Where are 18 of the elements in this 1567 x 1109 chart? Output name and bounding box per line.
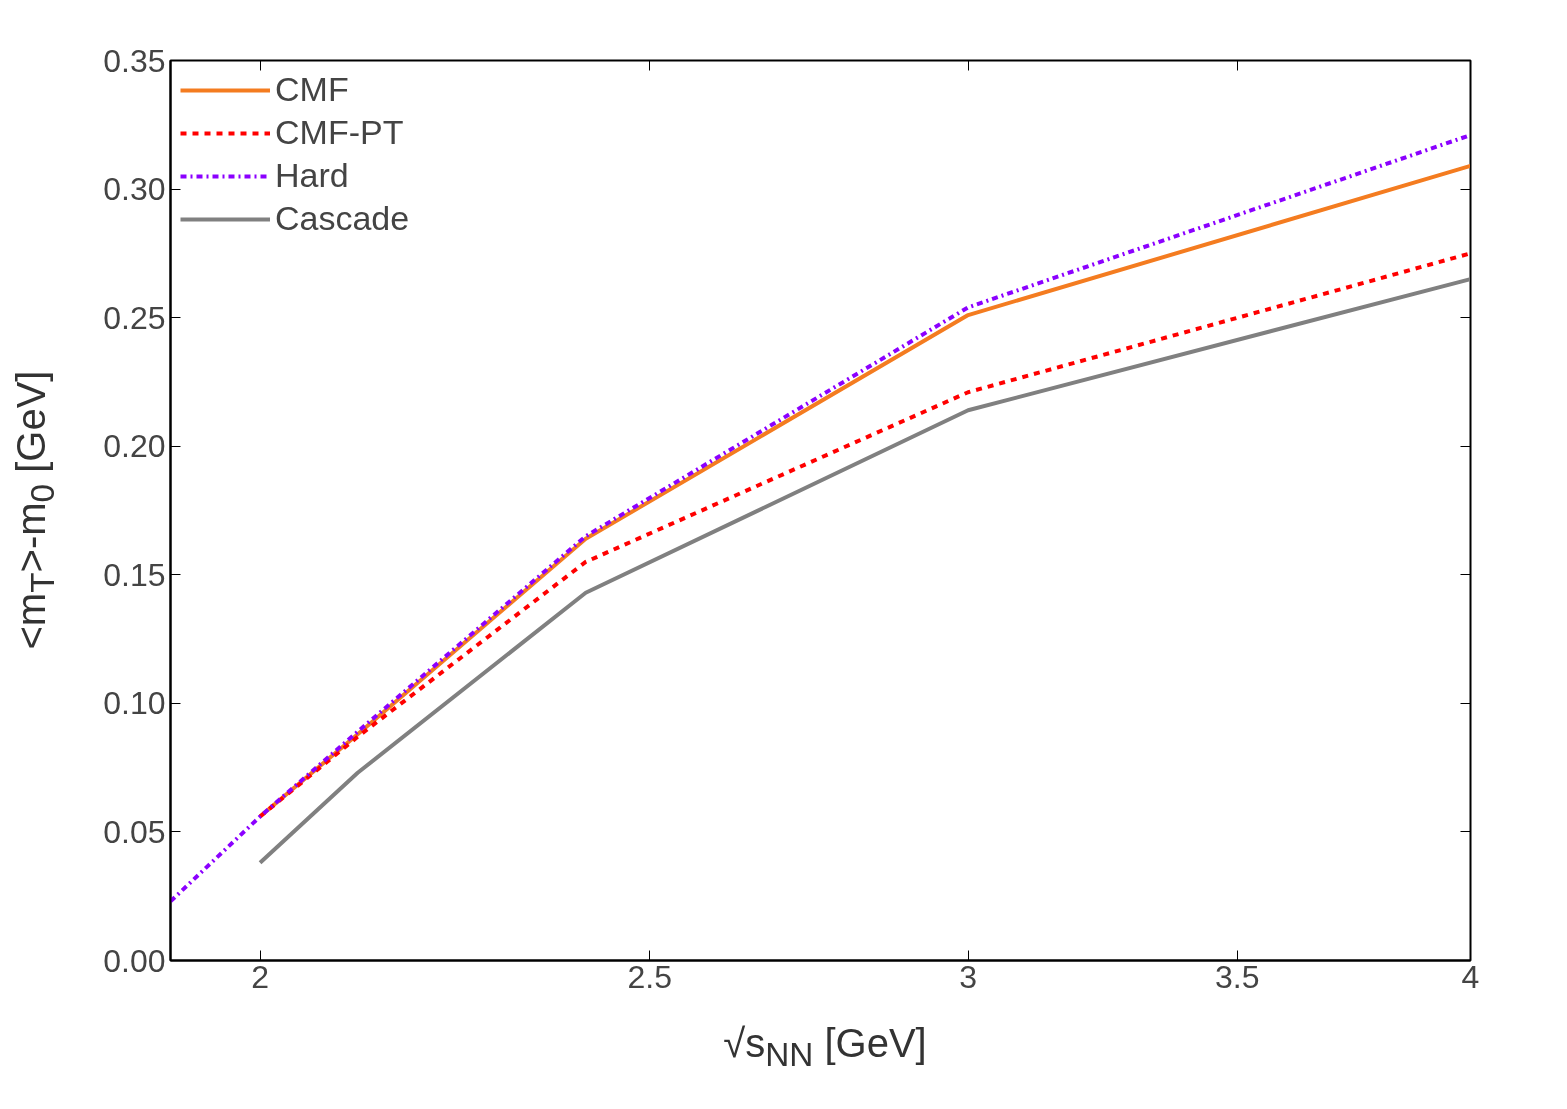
y-tick-label: 0.30 [103, 171, 166, 208]
y-tick-label: 0.25 [103, 299, 166, 336]
legend-label: Hard [275, 156, 349, 195]
y-tick-label: 0.05 [103, 813, 166, 850]
y-tick-label: 0.35 [103, 42, 166, 79]
x-tick-label: 2 [251, 958, 269, 995]
y-tick-label: 0.20 [103, 428, 166, 465]
x-tick-label: 3 [959, 958, 978, 995]
x-axis-title: √s$_{NN}$ [GeV] [723, 1020, 927, 1075]
y-tick-label: 0.00 [103, 942, 166, 979]
x-tick-label: 3.5 [1215, 958, 1260, 995]
y-tick-label: 0.15 [103, 556, 166, 593]
legend-label: CMF-PT [275, 113, 404, 152]
y-tick-label: 0.10 [103, 685, 166, 722]
x-tick-label: 2.5 [627, 958, 672, 995]
legend-label: CMF [275, 70, 349, 109]
x-tick-label: 4 [1461, 958, 1480, 995]
legend-label: Cascade [275, 199, 410, 238]
